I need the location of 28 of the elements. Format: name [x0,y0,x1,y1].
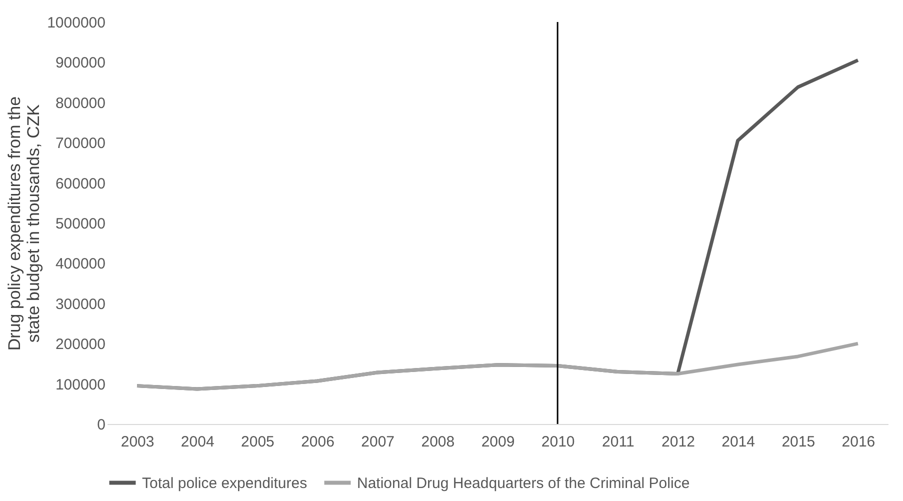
legend-label: Total police expenditures [142,474,308,492]
x-tick-label: 2003 [120,434,154,450]
legend-label: National Drug Headquarters of the Criminal Police [357,474,690,492]
line-series [135,342,860,391]
x-tick-label: 2012 [662,434,695,450]
x-tick-label: 2005 [241,434,274,450]
y-tick-label: 800000 [55,94,106,112]
x-tick-label: 2010 [541,434,575,450]
y-tick-label: 0 [97,416,106,434]
x-tick-label: 2007 [361,434,395,450]
x-tick-label: 2009 [481,434,515,450]
y-tick-label: 1000000 [47,14,106,32]
y-axis-title: Drug policy expenditures from the state budget in thousands, CZK [5,96,44,351]
x-tick-label: 2004 [180,434,214,450]
y-tick-label: 900000 [55,54,106,72]
y-tick-label: 700000 [55,135,106,152]
y-tick-label: 200000 [55,336,106,354]
x-tick-label: 2006 [301,434,334,450]
y-tick-label: 400000 [55,256,106,273]
x-tick-label: 2014 [722,434,755,450]
y-tick-label: 100000 [55,376,106,394]
y-tick-label: 300000 [55,296,106,313]
x-tick-label: 2015 [782,434,816,450]
x-tick-label: 2008 [421,434,455,450]
x-tick-label: 2016 [842,434,876,450]
x-tick-label: 2011 [602,434,634,450]
y-tick-label: 500000 [55,216,106,232]
y-tick-label: 600000 [55,175,106,192]
